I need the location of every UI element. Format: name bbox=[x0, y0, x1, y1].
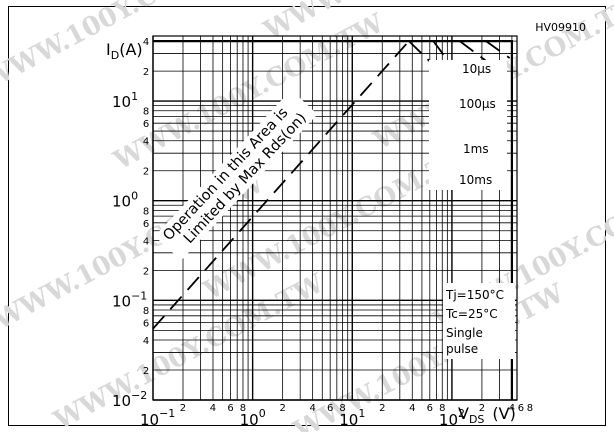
y-tick-exponent: −1 bbox=[131, 289, 147, 302]
y-minor-tick-label: 4 bbox=[143, 336, 149, 347]
y-axis-subscript: D bbox=[111, 49, 119, 62]
x-tick-base: 10 bbox=[240, 411, 259, 429]
x-minor-tick-label: 8 bbox=[527, 403, 533, 414]
x-tick-exponent: 1 bbox=[358, 407, 365, 420]
x-tick-exponent: 0 bbox=[259, 407, 266, 420]
x-minor-tick-label: 8 bbox=[240, 403, 246, 414]
y-tick-exponent: 1 bbox=[131, 90, 138, 103]
y-minor-tick-label: 4 bbox=[143, 236, 149, 247]
y-minor-tick-label: 2 bbox=[143, 167, 149, 178]
y-major-tick-label: 101 bbox=[112, 90, 138, 111]
conditions-panel bbox=[443, 283, 515, 359]
x-major-tick-label: 102 bbox=[439, 407, 465, 429]
x-axis-unit: (V) bbox=[492, 404, 515, 423]
y-major-tick-label: 10−1 bbox=[112, 289, 147, 310]
pulse-label-panel bbox=[429, 60, 507, 190]
x-minor-tick-label: 2 bbox=[379, 403, 385, 414]
dashed-limit-line bbox=[485, 40, 511, 59]
condition-single: Single bbox=[446, 326, 483, 340]
condition-pulse: pulse bbox=[446, 342, 478, 356]
y-tick-exponent: 0 bbox=[131, 190, 138, 203]
chart-frame bbox=[8, 6, 606, 426]
y-tick-base: 10 bbox=[112, 93, 131, 111]
pulse-label-10us: 10μs bbox=[462, 62, 491, 76]
y-minor-tick-label: 2 bbox=[143, 366, 149, 377]
pulse-label-1ms: 1ms bbox=[463, 142, 489, 156]
watermark-text: WWW.100Y.COM.TW bbox=[48, 268, 329, 432]
y-major-tick-label: 10−2 bbox=[112, 389, 147, 410]
x-tick-base: 10 bbox=[439, 411, 458, 429]
y-axis-unit: (A) bbox=[119, 40, 142, 59]
y-minor-tick-label: 6 bbox=[143, 318, 149, 329]
x-minor-tick-label: 4 bbox=[509, 403, 515, 414]
plot-border bbox=[152, 35, 518, 401]
pulse-label-100us: 100μs bbox=[459, 97, 496, 111]
x-minor-tick-label: 6 bbox=[518, 403, 524, 414]
x-major-tick-label: 100 bbox=[240, 407, 266, 429]
x-axis-subscript: DS bbox=[469, 413, 484, 426]
y-tick-base: 10 bbox=[112, 392, 131, 410]
x-axis-label: VDS (V) bbox=[458, 404, 516, 426]
y-minor-tick-label: 2 bbox=[143, 67, 149, 78]
condition-tc: Tc=25°C bbox=[445, 307, 498, 321]
region-annotation-bg bbox=[154, 89, 318, 261]
x-tick-exponent: 2 bbox=[458, 407, 465, 420]
y-minor-tick-label: 8 bbox=[143, 306, 149, 317]
y-tick-base: 10 bbox=[112, 193, 131, 211]
x-minor-tick-label: 4 bbox=[409, 403, 415, 414]
x-tick-base: 10 bbox=[140, 411, 159, 429]
dashed-limit-line bbox=[152, 40, 410, 330]
part-number: HV09910 bbox=[535, 21, 586, 34]
x-minor-tick-label: 8 bbox=[439, 403, 445, 414]
x-minor-tick-label: 6 bbox=[327, 403, 333, 414]
x-minor-tick-label: 8 bbox=[339, 403, 345, 414]
x-minor-tick-label: 2 bbox=[479, 403, 485, 414]
x-minor-tick-label: 6 bbox=[227, 403, 233, 414]
x-minor-tick-label: 4 bbox=[309, 403, 315, 414]
y-minor-tick-label: 6 bbox=[143, 119, 149, 130]
y-axis-symbol: I bbox=[106, 40, 111, 59]
y-major-tick-label: 100 bbox=[112, 190, 138, 211]
x-minor-tick-label: 2 bbox=[279, 403, 285, 414]
pulse-label-10ms: 10ms bbox=[459, 173, 492, 187]
x-minor-tick-label: 6 bbox=[427, 403, 433, 414]
y-minor-tick-label: 4 bbox=[143, 37, 149, 48]
y-minor-tick-label: 8 bbox=[143, 206, 149, 217]
x-tick-base: 10 bbox=[339, 411, 358, 429]
y-tick-exponent: −2 bbox=[131, 389, 147, 402]
y-tick-base: 10 bbox=[112, 292, 131, 310]
y-minor-tick-label: 8 bbox=[143, 107, 149, 118]
x-major-tick-label: 10−1 bbox=[140, 407, 175, 429]
condition-tj: Tj=150°C bbox=[445, 288, 504, 302]
y-minor-tick-label: 4 bbox=[143, 137, 149, 148]
y-axis-label: ID(A) bbox=[106, 40, 143, 62]
x-minor-tick-label: 4 bbox=[210, 403, 216, 414]
x-minor-tick-label: 2 bbox=[180, 403, 186, 414]
y-minor-tick-label: 6 bbox=[143, 219, 149, 230]
x-tick-exponent: −1 bbox=[159, 407, 175, 420]
y-minor-tick-label: 2 bbox=[143, 266, 149, 277]
x-axis-symbol: V bbox=[458, 404, 469, 423]
soa-boundary-line bbox=[153, 39, 513, 400]
x-major-tick-label: 101 bbox=[339, 407, 365, 429]
